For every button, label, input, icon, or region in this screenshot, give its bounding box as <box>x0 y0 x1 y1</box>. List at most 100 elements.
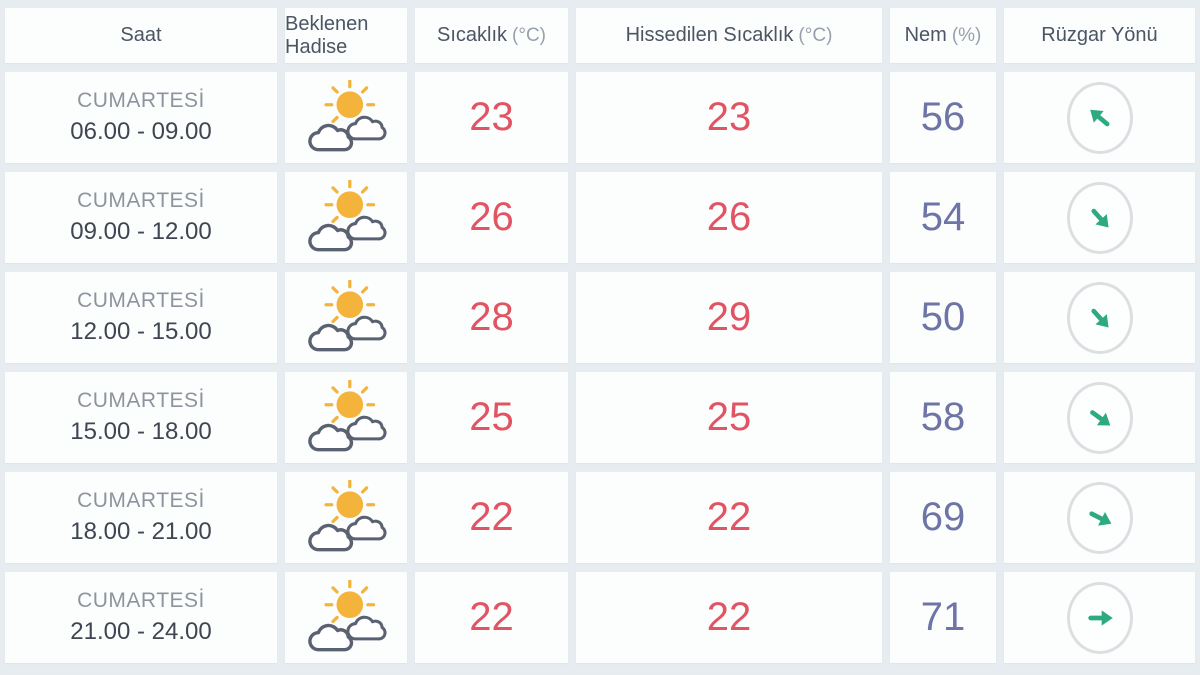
humidity-value: 71 <box>920 595 966 639</box>
day-label: CUMARTESİ <box>77 189 205 212</box>
wind-direction-indicator <box>1066 181 1133 254</box>
humidity-cell: 71 <box>890 572 996 663</box>
sun-behind-clouds-icon <box>300 179 392 256</box>
sun-behind-clouds-icon <box>300 579 392 656</box>
sun-behind-clouds-icon <box>300 279 392 356</box>
temperature-cell: 22 <box>415 572 568 663</box>
temperature-cell: 22 <box>415 472 568 563</box>
time-cell: CUMARTESİ 09.00 - 12.00 <box>5 172 277 263</box>
column-header-label: Beklenen Hadise <box>285 12 369 58</box>
day-label: CUMARTESİ <box>77 589 205 612</box>
column-header-unit: (%) <box>951 24 982 46</box>
wind-direction-indicator <box>1066 481 1133 554</box>
time-range-label: 06.00 - 09.00 <box>70 118 212 145</box>
time-range-label: 09.00 - 12.00 <box>70 218 212 245</box>
day-label: CUMARTESİ <box>77 489 205 512</box>
humidity-cell: 58 <box>890 372 996 463</box>
feels-like-value: 29 <box>706 295 752 339</box>
condition-cell <box>285 272 407 363</box>
feels-like-value: 26 <box>706 195 752 239</box>
feels-like-cell: 22 <box>576 472 882 563</box>
time-cell: CUMARTESİ 15.00 - 18.00 <box>5 372 277 463</box>
humidity-value: 50 <box>920 295 966 339</box>
time-range-label: 12.00 - 15.00 <box>70 318 212 345</box>
day-label: CUMARTESİ <box>77 389 205 412</box>
temperature-cell: 28 <box>415 272 568 363</box>
temperature-value: 28 <box>469 295 514 339</box>
column-header-label: Saat <box>120 24 162 46</box>
condition-cell <box>285 472 407 563</box>
feels-like-cell: 25 <box>576 372 882 463</box>
column-header-label: Hissedilen Sıcaklık <box>625 24 794 46</box>
time-cell: CUMARTESİ 06.00 - 09.00 <box>5 72 277 163</box>
wind-arrow-icon <box>1089 109 1110 126</box>
condition-cell <box>285 172 407 263</box>
wind-direction-cell <box>1004 272 1195 363</box>
column-header-unit: (°C) <box>798 24 833 46</box>
wind-direction-indicator <box>1066 81 1133 154</box>
day-label: CUMARTESİ <box>77 89 205 112</box>
column-header-unit: (°C) <box>512 24 546 46</box>
humidity-cell: 56 <box>890 72 996 163</box>
temperature-value: 22 <box>469 495 514 539</box>
column-header: Beklenen Hadise <box>285 8 407 63</box>
sun-behind-clouds-icon <box>300 379 392 456</box>
feels-like-value: 25 <box>706 395 752 439</box>
column-header-label: Nem <box>904 24 947 46</box>
feels-like-cell: 23 <box>576 72 882 163</box>
humidity-cell: 69 <box>890 472 996 563</box>
temperature-cell: 23 <box>415 72 568 163</box>
temperature-value: 23 <box>469 95 514 139</box>
column-header: Nem (%) <box>890 8 996 63</box>
time-cell: CUMARTESİ 12.00 - 15.00 <box>5 272 277 363</box>
sun-behind-clouds-icon <box>300 479 392 556</box>
column-header-label: Rüzgar Yönü <box>1041 24 1158 46</box>
humidity-value: 56 <box>920 95 966 139</box>
time-cell: CUMARTESİ 18.00 - 21.00 <box>5 472 277 563</box>
wind-arrow-icon <box>1087 609 1113 626</box>
wind-direction-indicator <box>1066 281 1133 354</box>
wind-direction-indicator <box>1066 381 1133 454</box>
temperature-value: 26 <box>469 195 514 239</box>
temperature-cell: 26 <box>415 172 568 263</box>
humidity-cell: 54 <box>890 172 996 263</box>
time-range-label: 18.00 - 21.00 <box>70 518 212 545</box>
column-header: Saat <box>5 8 277 63</box>
sun-behind-clouds-icon <box>300 79 392 156</box>
wind-direction-cell <box>1004 172 1195 263</box>
time-range-label: 15.00 - 18.00 <box>70 418 212 445</box>
wind-direction-cell <box>1004 472 1195 563</box>
condition-cell <box>285 72 407 163</box>
temperature-cell: 25 <box>415 372 568 463</box>
column-header-label: Sıcaklık <box>436 24 508 46</box>
feels-like-value: 22 <box>706 595 752 639</box>
wind-arrow-icon <box>1088 510 1111 526</box>
column-header: Sıcaklık (°C) <box>415 8 568 63</box>
wind-arrow-icon <box>1090 308 1109 327</box>
temperature-value: 22 <box>469 595 514 639</box>
humidity-cell: 50 <box>890 272 996 363</box>
column-header: Rüzgar Yönü <box>1004 8 1195 63</box>
wind-direction-cell <box>1004 572 1195 663</box>
temperature-value: 25 <box>469 395 514 439</box>
feels-like-value: 23 <box>706 95 752 139</box>
feels-like-cell: 26 <box>576 172 882 263</box>
wind-direction-cell <box>1004 72 1195 163</box>
time-cell: CUMARTESİ 21.00 - 24.00 <box>5 572 277 663</box>
wind-direction-indicator <box>1066 581 1133 654</box>
wind-arrow-icon <box>1089 409 1110 425</box>
feels-like-cell: 29 <box>576 272 882 363</box>
humidity-value: 69 <box>920 495 966 539</box>
column-header: Hissedilen Sıcaklık (°C) <box>576 8 882 63</box>
feels-like-value: 22 <box>706 495 752 539</box>
feels-like-cell: 22 <box>576 572 882 663</box>
time-range-label: 21.00 - 24.00 <box>70 618 212 645</box>
wind-arrow-icon <box>1090 208 1109 227</box>
wind-direction-cell <box>1004 372 1195 463</box>
condition-cell <box>285 372 407 463</box>
day-label: CUMARTESİ <box>77 289 205 312</box>
humidity-value: 58 <box>920 395 966 439</box>
condition-cell <box>285 572 407 663</box>
humidity-value: 54 <box>920 195 966 239</box>
